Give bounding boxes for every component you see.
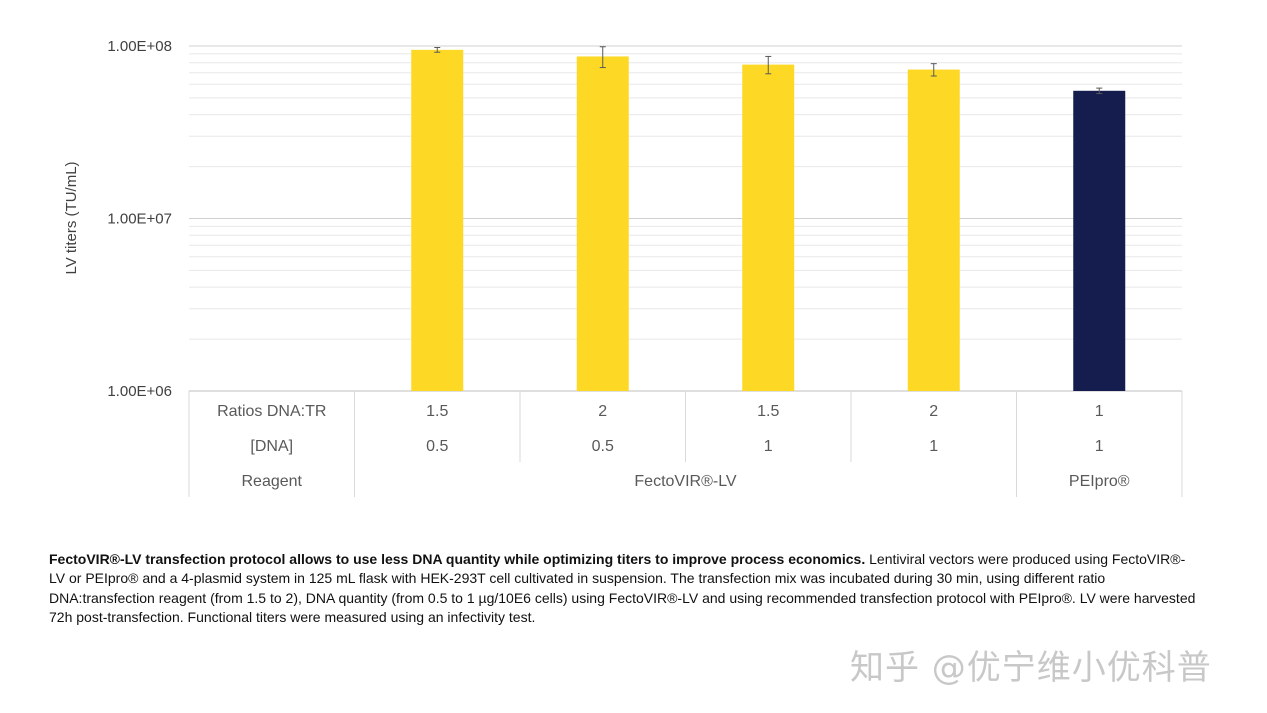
watermark: 知乎 @优宁维小优科普 <box>850 648 1212 688</box>
y-tick-label: 1.00E+06 <box>107 383 172 400</box>
table-cell-dna: 0.5 <box>426 438 448 455</box>
table-cell-dna: 0.5 <box>592 438 614 455</box>
figure-caption: FectoVIR®-LV transfection protocol allow… <box>49 550 1199 627</box>
table-cell-ratio: 2 <box>598 403 607 420</box>
bar-chart: 1.00E+08 1.00E+07 1.00E+06 LV titers (TU/m… <box>63 38 1183 497</box>
bar <box>742 64 795 391</box>
bar <box>576 56 629 392</box>
bar <box>411 49 464 391</box>
grid-lines <box>189 45 1182 392</box>
table-cell-ratio: 1 <box>1095 403 1104 420</box>
bars <box>411 49 1126 392</box>
table-cell-dna: 1 <box>1095 438 1104 455</box>
table-row-label: [DNA] <box>250 438 293 455</box>
caption-text: Lentiviral vectors were produced using F… <box>49 551 1196 625</box>
y-axis-ticks: 1.00E+08 1.00E+07 1.00E+06 <box>107 38 172 400</box>
table-row-label: Ratios DNA:TR <box>217 403 326 420</box>
table-row-label: Reagent <box>242 473 303 490</box>
data-table: Ratios DNA:TR [DNA] Reagent 1.5 0.5 2 0.5 1.5 1 2… <box>188 391 1183 497</box>
table-cell-dna: 1 <box>929 438 938 455</box>
table-cell-ratio: 2 <box>929 403 938 420</box>
table-cell-ratio: 1.5 <box>757 403 779 420</box>
caption-bold: FectoVIR®-LV transfection protocol allow… <box>49 551 866 567</box>
table-cell-reagent: PEIpro® <box>1069 473 1130 490</box>
bar <box>1073 90 1126 391</box>
y-axis-label: LV titers (TU/mL) <box>63 161 80 274</box>
y-tick-label: 1.00E+07 <box>107 211 172 228</box>
y-tick-label: 1.00E+08 <box>107 38 172 55</box>
error-bars <box>434 46 1103 95</box>
bar <box>907 69 960 391</box>
table-cell-dna: 1 <box>764 438 773 455</box>
table-cell-reagent: FectoVIR®-LV <box>634 473 737 490</box>
table-cell-ratio: 1.5 <box>426 403 448 420</box>
